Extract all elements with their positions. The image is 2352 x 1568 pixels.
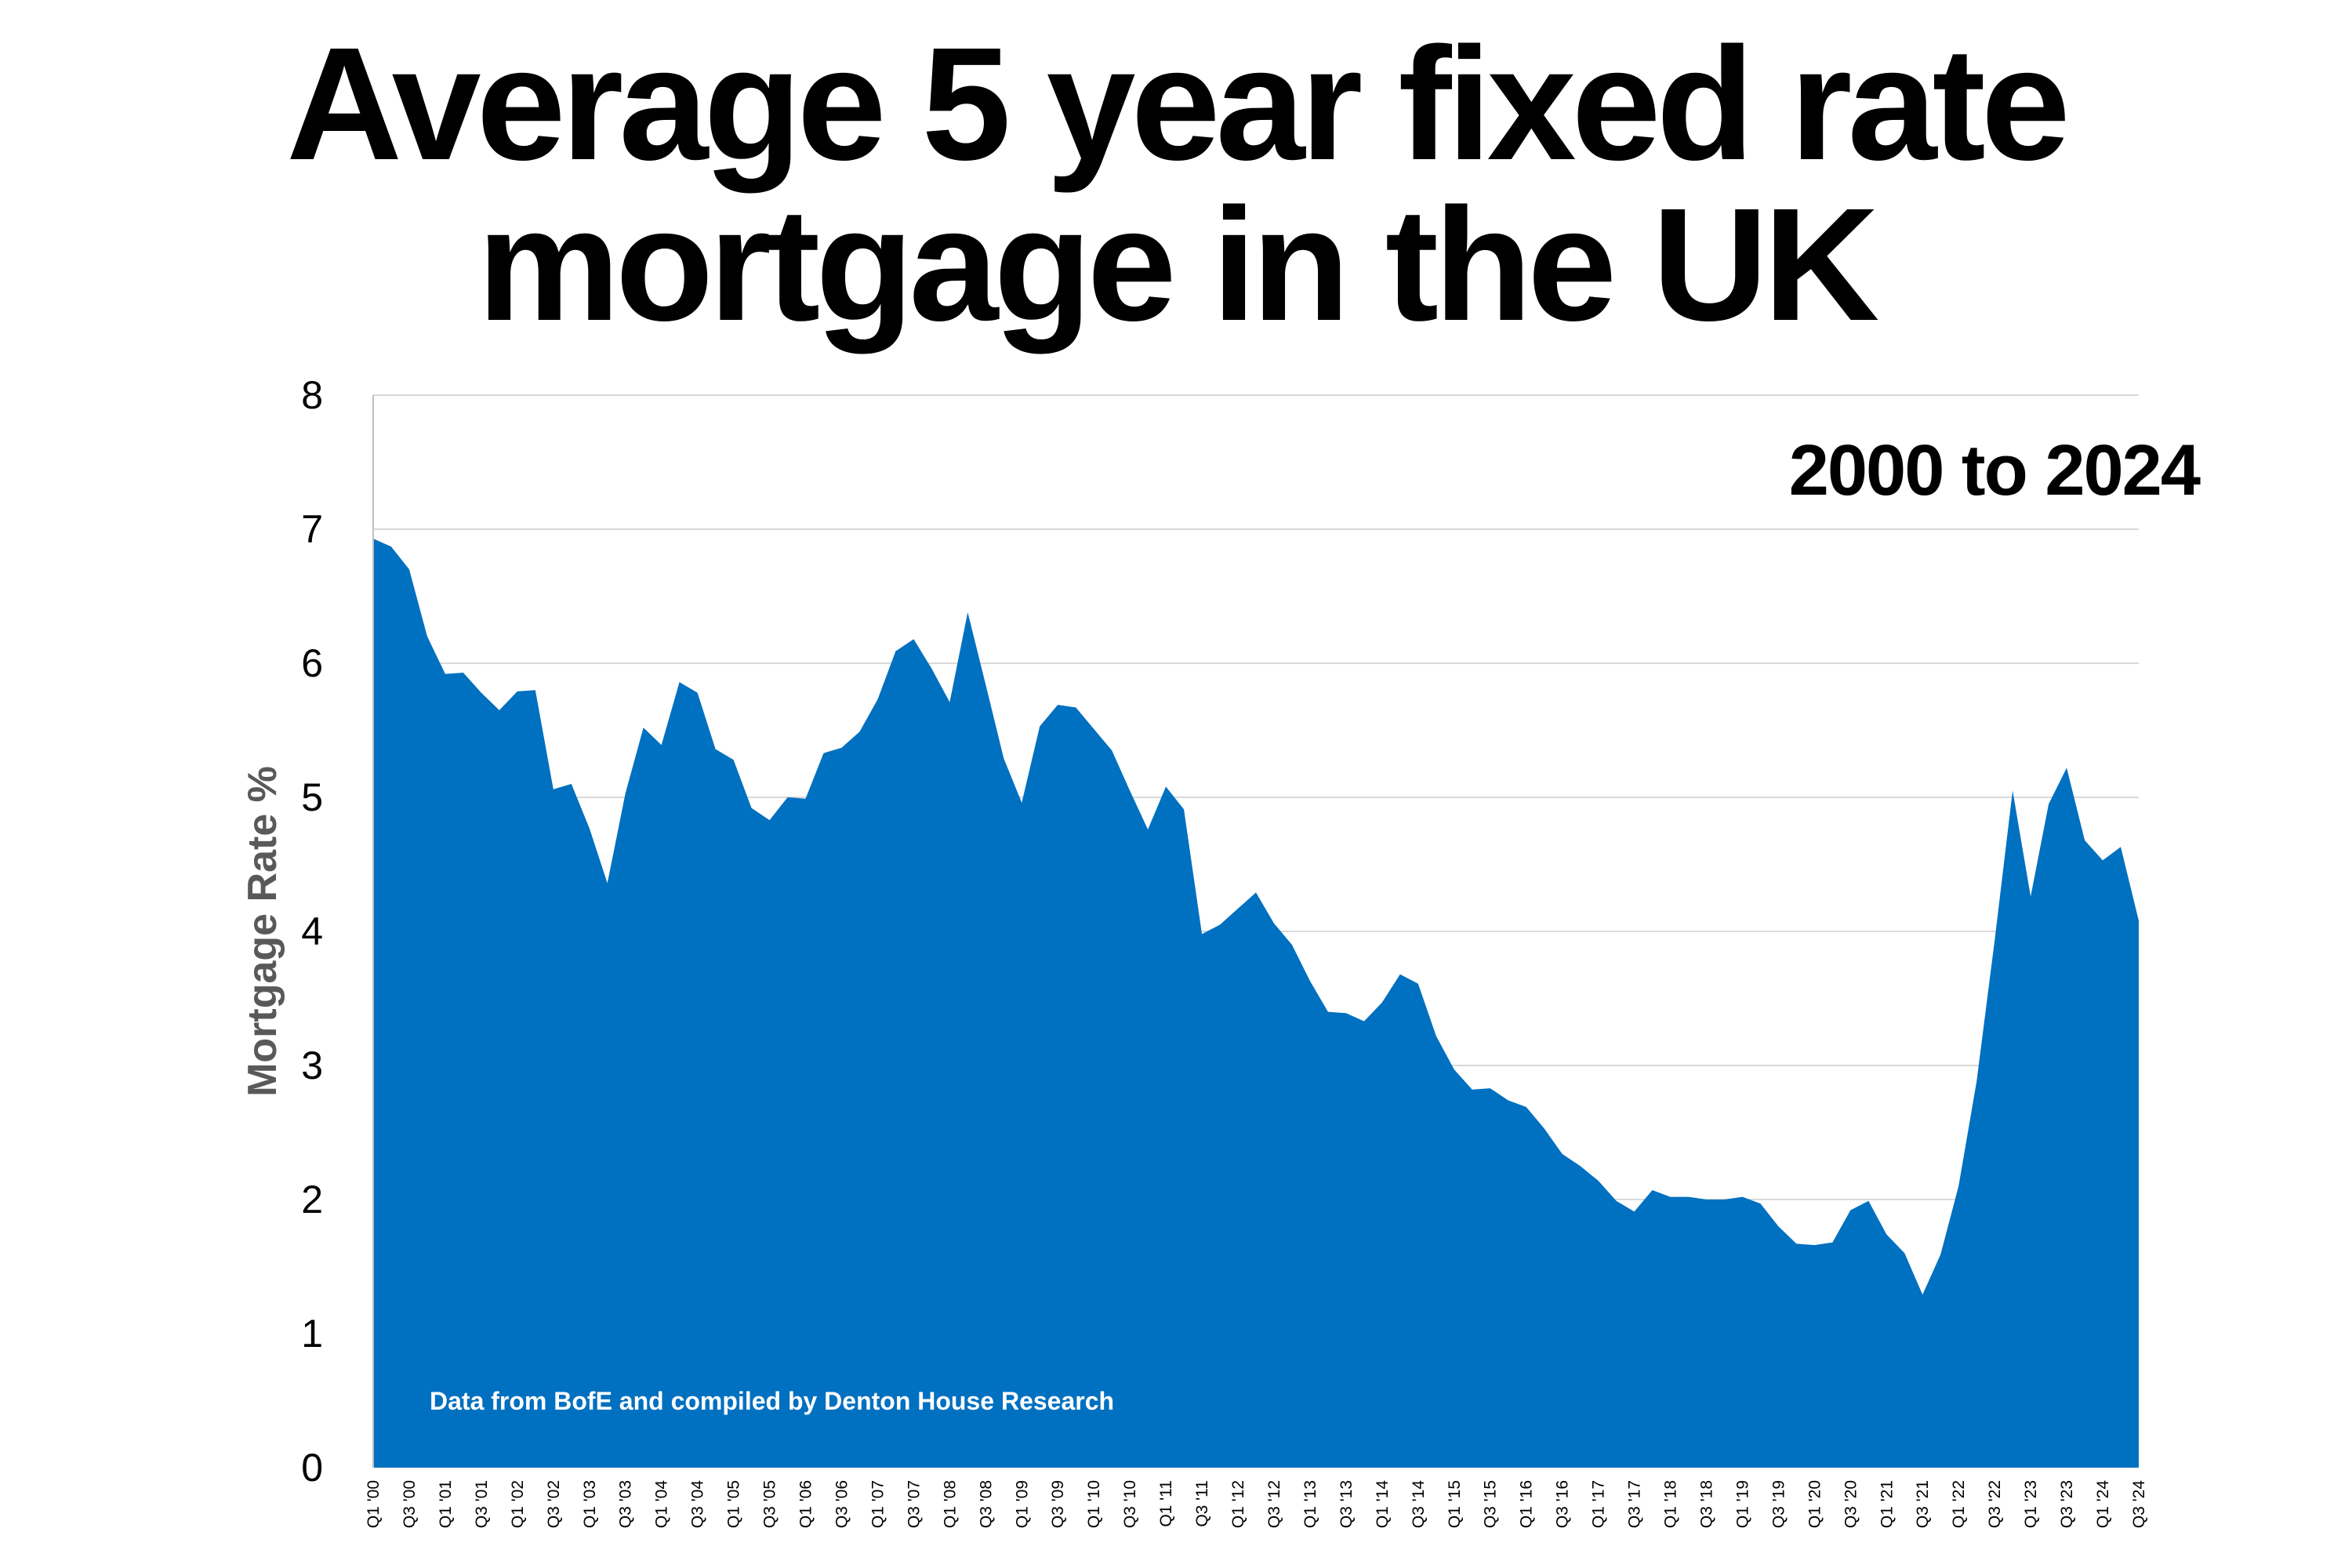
source-note: Data from BofE and compiled by Denton Ho…: [430, 1387, 1114, 1415]
x-tick-label: Q3 '12: [1265, 1480, 1283, 1528]
x-tick-label: Q3 '20: [1842, 1480, 1860, 1528]
x-tick-label: Q1 '19: [1733, 1480, 1751, 1528]
x-tick-label: Q3 '04: [689, 1480, 707, 1529]
chart-title-line-1: Average 5 year fixed rate: [286, 14, 2071, 194]
x-tick-label: Q1 '18: [1662, 1480, 1680, 1528]
x-tick-label: Q3 '14: [1410, 1480, 1428, 1529]
chart-title: Average 5 year fixed rate mortgage in th…: [0, 24, 2352, 345]
x-tick-label: Q1 '21: [1878, 1480, 1896, 1528]
x-tick-label: Q1 '11: [1157, 1480, 1175, 1527]
x-tick-label: Q1 '06: [797, 1480, 815, 1528]
y-tick-label: 8: [301, 373, 323, 417]
x-tick-label: Q3 '05: [761, 1480, 779, 1528]
x-tick-label: Q3 '23: [2058, 1480, 2076, 1528]
x-tick-label: Q3 '21: [1914, 1480, 1932, 1528]
x-tick-label: Q3 '22: [1986, 1480, 2004, 1528]
y-tick-labels: 0 1 2 3 4 5 6 7 8: [301, 373, 323, 1490]
x-tick-label: Q1 '17: [1590, 1480, 1608, 1528]
y-axis-label: Mortgage Rate %: [240, 766, 285, 1097]
x-tick-label: Q3 '16: [1554, 1480, 1572, 1528]
x-tick-label: Q1 '16: [1518, 1480, 1536, 1528]
x-tick-label: Q3 '24: [2130, 1480, 2148, 1529]
x-tick-label: Q1 '20: [1806, 1480, 1824, 1528]
x-tick-label: Q3 '00: [401, 1480, 419, 1528]
x-tick-label: Q3 '08: [977, 1480, 995, 1528]
x-tick-label: Q1 '13: [1301, 1480, 1319, 1528]
y-tick-label: 5: [301, 775, 323, 819]
date-range-label: 2000 to 2024: [1788, 430, 2201, 510]
x-tick-label: Q3 '13: [1338, 1480, 1356, 1528]
y-tick-label: 3: [301, 1044, 323, 1087]
area-series: [373, 538, 2139, 1468]
x-tick-label: Q1 '12: [1229, 1480, 1247, 1528]
x-tick-label: Q3 '06: [833, 1480, 851, 1528]
y-tick-label: 0: [301, 1446, 323, 1490]
y-tick-label: 1: [301, 1312, 323, 1356]
x-tick-label: Q3 '02: [545, 1480, 563, 1528]
x-tick-label: Q1 '02: [509, 1480, 527, 1528]
x-tick-label: Q1 '15: [1446, 1480, 1464, 1528]
x-tick-label: Q1 '08: [941, 1480, 959, 1528]
chart-title-line-2: mortgage in the UK: [477, 175, 1880, 354]
x-tick-label: Q3 '07: [905, 1480, 923, 1528]
x-tick-label: Q1 '24: [2094, 1480, 2112, 1529]
x-tick-label: Q3 '11: [1193, 1480, 1211, 1527]
x-tick-label: Q3 '15: [1482, 1480, 1500, 1528]
x-tick-label: Q1 '03: [581, 1480, 599, 1528]
x-tick-label: Q1 '00: [365, 1480, 383, 1528]
x-tick-label: Q1 '07: [869, 1480, 887, 1528]
x-tick-label: Q1 '10: [1085, 1480, 1103, 1528]
x-tick-label: Q3 '09: [1049, 1480, 1067, 1528]
y-tick-label: 6: [301, 641, 323, 685]
x-tick-labels: Q1 '00 Q3 '00 Q1 '01 Q3 '01 Q1 '02 Q3 '02 Q1 '…: [365, 1480, 2148, 1529]
y-tick-label: 4: [301, 909, 323, 953]
x-tick-label: Q3 '03: [617, 1480, 635, 1528]
x-tick-label: Q1 '14: [1374, 1480, 1392, 1529]
x-tick-label: Q3 '18: [1697, 1480, 1715, 1528]
x-tick-label: Q1 '05: [725, 1480, 743, 1528]
x-tick-label: Q1 '09: [1013, 1480, 1031, 1528]
x-tick-label: Q3 '01: [473, 1480, 491, 1528]
x-tick-label: Q3 '19: [1769, 1480, 1788, 1528]
x-tick-label: Q3 '17: [1626, 1480, 1644, 1528]
x-tick-label: Q3 '10: [1121, 1480, 1139, 1528]
y-tick-label: 7: [301, 507, 323, 551]
x-tick-label: Q1 '22: [1950, 1480, 1968, 1528]
y-tick-label: 2: [301, 1178, 323, 1221]
x-tick-label: Q1 '23: [2022, 1480, 2040, 1528]
x-tick-label: Q1 '04: [653, 1480, 671, 1529]
x-tick-label: Q1 '01: [437, 1480, 455, 1528]
